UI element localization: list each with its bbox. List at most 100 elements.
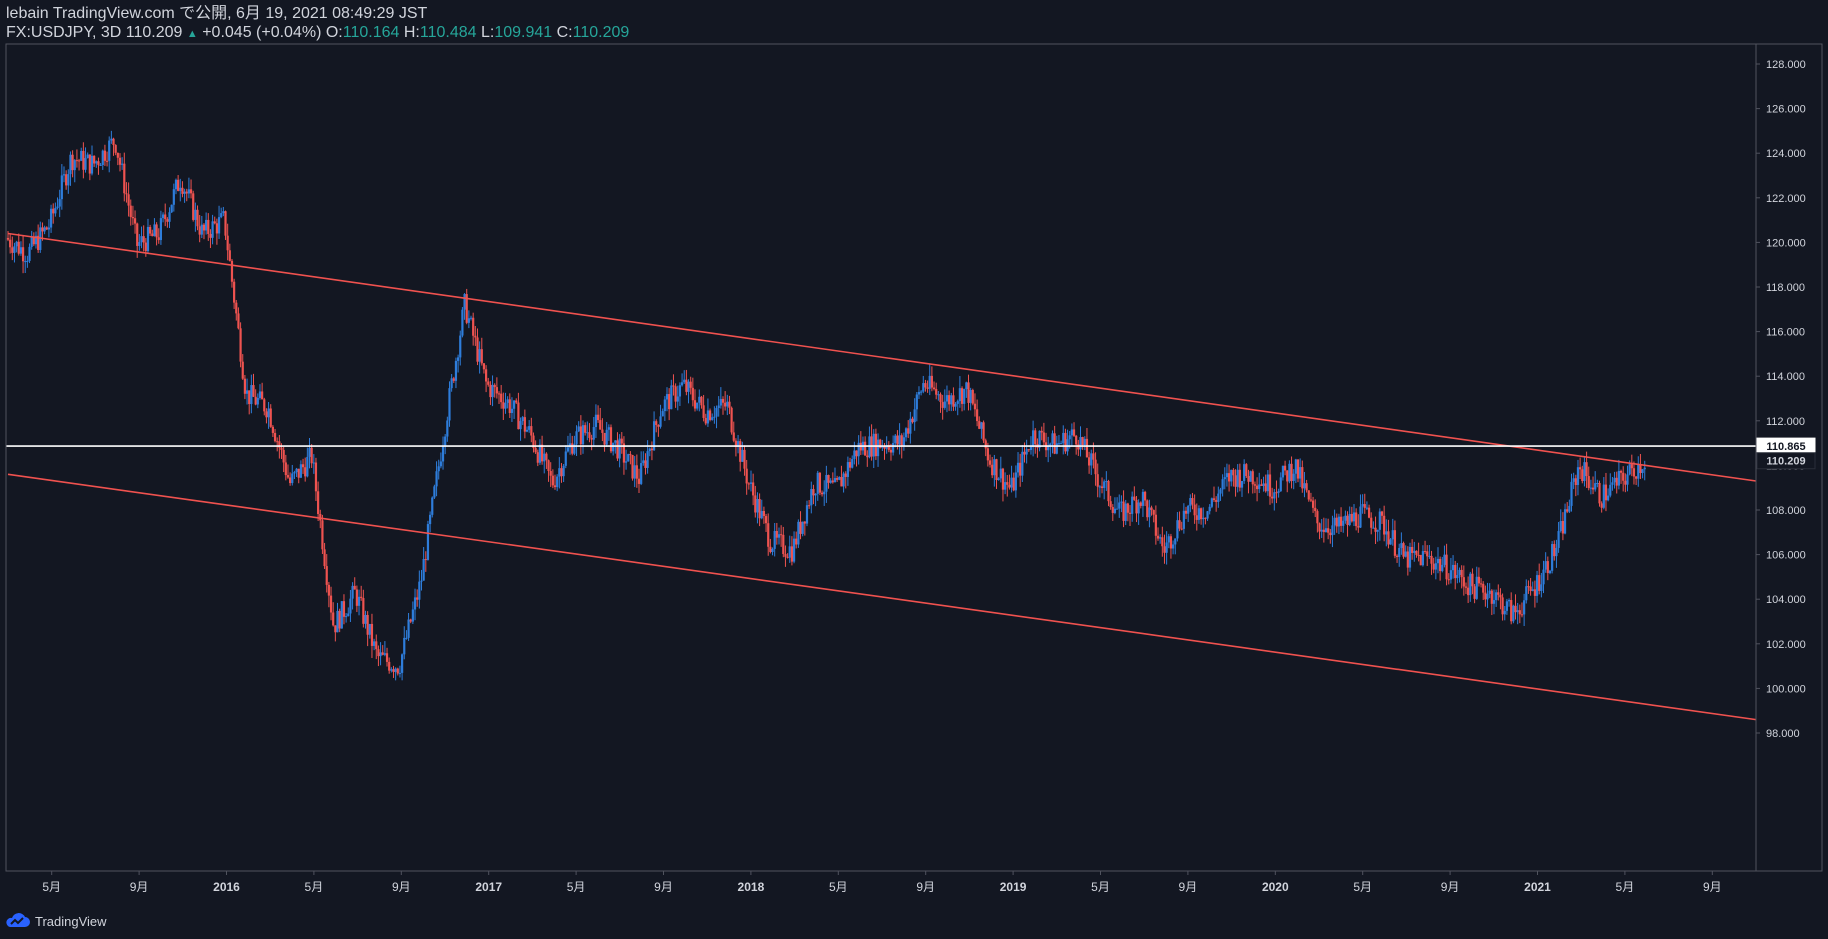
footer-brand[interactable]: TradingView [4, 911, 107, 931]
candle-body [73, 160, 76, 171]
candle-body [267, 408, 270, 418]
candle-body [1473, 586, 1476, 599]
candle-body [185, 191, 188, 194]
candle-body [278, 441, 281, 448]
candle-body [769, 546, 772, 553]
candle-body [1501, 597, 1504, 615]
candle-body [13, 246, 16, 253]
candle-body [855, 450, 858, 457]
candle-body [21, 247, 25, 262]
candle-body [1273, 492, 1276, 499]
candle-body [1184, 510, 1188, 514]
candle-body [1305, 483, 1308, 491]
candle-body [1219, 489, 1222, 494]
candle-body [1154, 514, 1157, 536]
candle-body [829, 480, 832, 483]
candle-body [1001, 468, 1005, 490]
candle-body [1611, 482, 1614, 485]
candle-body [263, 399, 266, 412]
candle-body [1187, 505, 1190, 514]
candle-body [454, 360, 458, 381]
price-tick-label: 104.000 [1766, 594, 1806, 606]
candle-body [357, 596, 361, 606]
candle-body [495, 387, 498, 394]
candle-body [924, 383, 927, 388]
candle-body [149, 226, 152, 234]
candle-body [1507, 600, 1511, 602]
symbol-interval[interactable]: FX:USDJPY, 3D [6, 24, 122, 41]
candle-body [784, 554, 787, 557]
candle-body [631, 455, 634, 479]
candle-body [976, 409, 979, 422]
candle-body [282, 449, 285, 463]
candle-body [461, 309, 464, 336]
candle-body [69, 154, 72, 175]
candle-body [159, 218, 163, 241]
candle-body [581, 425, 585, 445]
candle-body [579, 426, 582, 445]
candle-body [1103, 481, 1106, 488]
candle-body [543, 453, 546, 462]
trendlines-layer[interactable] [7, 232, 1757, 721]
candle-body [211, 221, 214, 238]
tradingview-cloud-icon [6, 913, 30, 927]
candle-body [1574, 478, 1577, 485]
candle-body [338, 610, 341, 629]
candle-body [1378, 511, 1381, 530]
upper-trendline[interactable] [7, 232, 1757, 482]
candle-body [596, 414, 600, 421]
lower-trendline[interactable] [7, 473, 1757, 721]
candle-body [1090, 453, 1093, 466]
candle-body [997, 478, 1000, 481]
price-axis-frame [1755, 43, 1823, 872]
candle-body [301, 464, 305, 468]
candle-body [1533, 589, 1536, 596]
candle-body [424, 559, 427, 561]
candle-body [15, 241, 18, 247]
candle-body [60, 175, 63, 200]
candle-body [215, 223, 218, 234]
candle-body [1505, 601, 1509, 611]
candle-body [1077, 444, 1080, 450]
candle-body [1053, 433, 1056, 454]
candle-body [620, 438, 623, 444]
candle-body [1251, 471, 1254, 485]
candle-body [1576, 467, 1580, 485]
candle-body [47, 227, 51, 230]
candle-body [577, 426, 580, 432]
price-axis[interactable]: 98.000 100.000 102.000 104.000 106.000 108.00… [1756, 59, 1806, 740]
candle-body [67, 174, 70, 186]
candle-body [937, 394, 940, 396]
time-axis[interactable]: 5月 9月 2016 5月 9月 2017 5月 9月 2018 5月 9月 2019 5月 9月 2020… [42, 871, 1722, 894]
candle-body [174, 179, 178, 190]
candle-body [1182, 510, 1185, 529]
candle-body [114, 145, 117, 153]
candle-body [1544, 561, 1547, 570]
candle-body [700, 396, 703, 406]
candle-body [30, 236, 33, 247]
candle-body [1311, 500, 1315, 508]
candle-body [676, 396, 679, 402]
candle-body [297, 468, 300, 478]
candle-body [1589, 487, 1592, 489]
candle-body [1100, 486, 1104, 488]
candle-body [883, 446, 886, 449]
candle-body [512, 400, 516, 409]
candle-body [1469, 573, 1472, 596]
candle-body [489, 384, 492, 398]
candle-body [1279, 477, 1282, 492]
candle-body [1447, 579, 1450, 581]
candle-body [420, 580, 423, 582]
candle-body [644, 460, 647, 468]
candle-body [385, 653, 389, 662]
candle-body [1249, 471, 1252, 482]
candle-body [566, 447, 570, 452]
candle-body [657, 424, 660, 427]
candle-body [1301, 467, 1304, 489]
candle-body [467, 318, 470, 323]
candle-body [250, 385, 253, 405]
candle-body [431, 497, 434, 515]
candle-body [1027, 449, 1030, 451]
candle-body [24, 261, 27, 263]
